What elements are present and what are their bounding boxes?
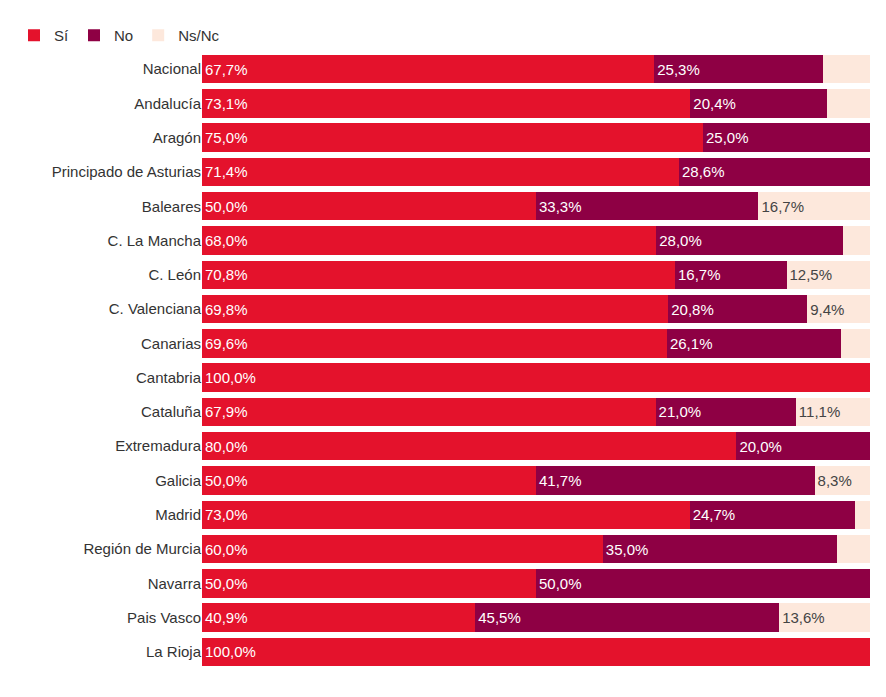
svg-text:Nacional: Nacional bbox=[143, 60, 201, 77]
svg-text:Canarias: Canarias bbox=[141, 335, 201, 352]
svg-text:Aragón: Aragón bbox=[153, 129, 201, 146]
svg-text:100,0%: 100,0% bbox=[205, 369, 256, 386]
svg-text:8,3%: 8,3% bbox=[818, 472, 852, 489]
svg-text:68,0%: 68,0% bbox=[205, 232, 248, 249]
svg-text:La Rioja: La Rioja bbox=[146, 643, 202, 660]
svg-text:Principado de Asturias: Principado de Asturias bbox=[52, 163, 201, 180]
svg-text:33,3%: 33,3% bbox=[539, 198, 582, 215]
svg-text:26,1%: 26,1% bbox=[670, 335, 713, 352]
svg-text:C. Valenciana: C. Valenciana bbox=[109, 300, 202, 317]
svg-text:50,0%: 50,0% bbox=[205, 198, 248, 215]
svg-text:40,9%: 40,9% bbox=[205, 609, 248, 626]
svg-text:No: No bbox=[114, 27, 133, 44]
svg-text:Sí: Sí bbox=[54, 27, 69, 44]
svg-text:25,0%: 25,0% bbox=[706, 129, 749, 146]
svg-text:Andalucía: Andalucía bbox=[134, 95, 201, 112]
svg-text:41,7%: 41,7% bbox=[539, 472, 582, 489]
svg-text:28,0%: 28,0% bbox=[659, 232, 702, 249]
svg-text:Pais Vasco: Pais Vasco bbox=[127, 609, 201, 626]
svg-text:Baleares: Baleares bbox=[142, 198, 201, 215]
svg-text:28,6%: 28,6% bbox=[682, 163, 725, 180]
svg-text:69,6%: 69,6% bbox=[205, 335, 248, 352]
svg-text:73,0%: 73,0% bbox=[205, 506, 248, 523]
svg-text:60,0%: 60,0% bbox=[205, 541, 248, 558]
svg-text:20,4%: 20,4% bbox=[693, 95, 736, 112]
svg-text:Región de Murcia: Región de Murcia bbox=[83, 540, 201, 557]
svg-text:50,0%: 50,0% bbox=[205, 472, 248, 489]
svg-text:73,1%: 73,1% bbox=[205, 95, 248, 112]
svg-text:71,4%: 71,4% bbox=[205, 163, 248, 180]
svg-text:35,0%: 35,0% bbox=[606, 541, 649, 558]
svg-text:20,8%: 20,8% bbox=[671, 301, 714, 318]
svg-text:16,7%: 16,7% bbox=[678, 266, 721, 283]
svg-text:Cantabria: Cantabria bbox=[136, 369, 202, 386]
svg-text:16,7%: 16,7% bbox=[761, 198, 804, 215]
svg-text:75,0%: 75,0% bbox=[205, 129, 248, 146]
svg-text:24,7%: 24,7% bbox=[693, 506, 736, 523]
svg-text:50,0%: 50,0% bbox=[205, 575, 248, 592]
svg-text:Navarra: Navarra bbox=[148, 575, 202, 592]
svg-text:67,9%: 67,9% bbox=[205, 403, 248, 420]
svg-text:69,8%: 69,8% bbox=[205, 301, 248, 318]
svg-text:45,5%: 45,5% bbox=[478, 609, 521, 626]
svg-text:C. La Mancha: C. La Mancha bbox=[108, 232, 202, 249]
svg-text:50,0%: 50,0% bbox=[539, 575, 582, 592]
svg-text:12,5%: 12,5% bbox=[790, 266, 833, 283]
svg-text:Cataluña: Cataluña bbox=[141, 403, 202, 420]
svg-text:20,0%: 20,0% bbox=[739, 438, 782, 455]
svg-text:80,0%: 80,0% bbox=[205, 438, 248, 455]
svg-text:Extremadura: Extremadura bbox=[115, 437, 202, 454]
svg-text:C. León: C. León bbox=[148, 266, 201, 283]
svg-text:70,8%: 70,8% bbox=[205, 266, 248, 283]
svg-text:Ns/Nc: Ns/Nc bbox=[178, 27, 219, 44]
svg-text:100,0%: 100,0% bbox=[205, 643, 256, 660]
svg-text:25,3%: 25,3% bbox=[657, 61, 700, 78]
svg-text:Galicia: Galicia bbox=[155, 472, 202, 489]
svg-text:9,4%: 9,4% bbox=[810, 301, 844, 318]
svg-text:21,0%: 21,0% bbox=[659, 403, 702, 420]
svg-text:13,6%: 13,6% bbox=[782, 609, 825, 626]
svg-text:Madrid: Madrid bbox=[155, 506, 201, 523]
svg-text:67,7%: 67,7% bbox=[205, 61, 248, 78]
svg-text:11,1%: 11,1% bbox=[799, 403, 840, 420]
